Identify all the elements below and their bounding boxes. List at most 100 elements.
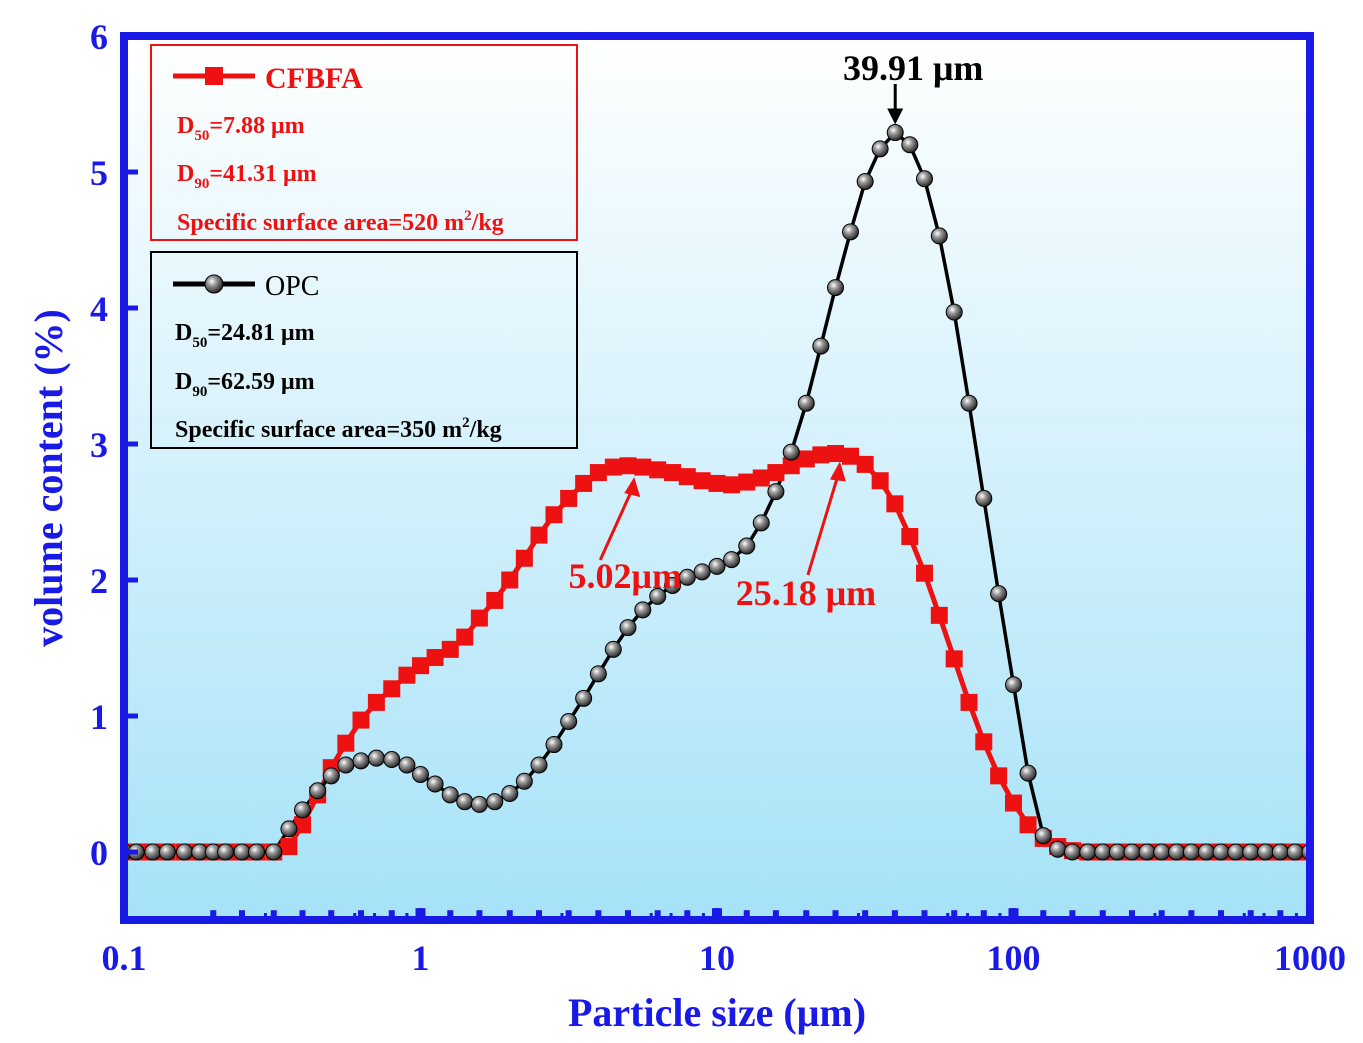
opc-point bbox=[412, 765, 429, 783]
x-tick-label: 1 bbox=[412, 938, 430, 978]
opc-point bbox=[265, 843, 283, 861]
opc-point bbox=[886, 124, 904, 142]
opc-point bbox=[812, 337, 830, 355]
cfbfa-point bbox=[767, 464, 785, 482]
opc-point bbox=[441, 786, 459, 804]
cfbfa-point bbox=[708, 474, 726, 492]
opc-point bbox=[916, 170, 934, 188]
baseline-marker bbox=[1069, 910, 1076, 917]
baseline-marker bbox=[238, 910, 245, 917]
y-tick-label: 4 bbox=[90, 289, 108, 329]
opc-point bbox=[841, 223, 859, 241]
opc-point bbox=[233, 843, 251, 861]
baseline-marker bbox=[654, 910, 661, 917]
cfbfa-point bbox=[530, 526, 548, 544]
cfbfa-point bbox=[367, 693, 385, 711]
peak-cfbfa-1-arrowhead bbox=[624, 477, 641, 498]
baseline-marker bbox=[1247, 910, 1254, 917]
peak-opc-label: 39.91 μm bbox=[843, 48, 983, 88]
opc-point bbox=[176, 843, 194, 861]
opc-point bbox=[501, 785, 519, 803]
cfbfa-point bbox=[280, 838, 298, 856]
x-tick-label: 1000 bbox=[1274, 938, 1346, 978]
cfbfa-point bbox=[930, 606, 948, 624]
opc-point bbox=[280, 820, 298, 838]
cfbfa-point bbox=[738, 473, 756, 491]
legend-opc-d50: D50=24.81 μm bbox=[175, 320, 315, 351]
baseline-marker bbox=[772, 910, 779, 917]
baseline-marker bbox=[565, 910, 572, 917]
cfbfa-point bbox=[723, 476, 741, 494]
baseline-marker bbox=[536, 910, 543, 917]
opc-point bbox=[337, 756, 355, 774]
cfbfa-point bbox=[604, 458, 622, 476]
x-tick-label: 0.1 bbox=[102, 938, 147, 978]
opc-point bbox=[248, 843, 266, 861]
opc-point bbox=[708, 557, 726, 575]
peak-cfbfa-2-label: 25.18 μm bbox=[736, 573, 876, 613]
opc-point bbox=[664, 576, 682, 594]
opc-point bbox=[367, 749, 385, 767]
opc-point bbox=[1063, 843, 1081, 861]
cfbfa-point bbox=[945, 650, 963, 668]
opc-point bbox=[486, 793, 504, 811]
legend-cfbfa-box bbox=[150, 44, 578, 241]
opc-point bbox=[767, 483, 785, 501]
cfbfa-point bbox=[990, 767, 1008, 785]
baseline-marker bbox=[358, 910, 365, 917]
legend-opc-label: OPC bbox=[265, 271, 319, 302]
cfbfa-point bbox=[782, 457, 800, 475]
cfbfa-point bbox=[649, 461, 667, 479]
legend-cfbfa-ssa: Specific surface area=520 m2/kg bbox=[177, 208, 504, 236]
opc-point bbox=[352, 752, 370, 770]
cfbfa-point bbox=[337, 734, 355, 752]
legend-cfbfa-label: CFBFA bbox=[265, 62, 363, 95]
opc-point bbox=[456, 793, 474, 811]
peak-opc-arrowhead bbox=[887, 108, 904, 125]
opc-point bbox=[723, 551, 741, 569]
opc-point bbox=[678, 568, 696, 586]
cfbfa-point bbox=[960, 693, 978, 711]
opc-point bbox=[1242, 843, 1260, 861]
cfbfa-point bbox=[383, 680, 401, 698]
opc-point bbox=[545, 736, 563, 754]
cfbfa-point bbox=[1005, 794, 1022, 812]
opc-point bbox=[901, 136, 919, 154]
opc-point bbox=[144, 843, 162, 861]
opc-point bbox=[383, 751, 401, 769]
opc-point bbox=[1019, 764, 1037, 782]
opc-point bbox=[1168, 843, 1186, 861]
opc-point bbox=[530, 756, 548, 774]
cfbfa-point bbox=[515, 549, 533, 567]
opc-point bbox=[1227, 843, 1245, 861]
opc-point bbox=[1034, 827, 1052, 845]
opc-point bbox=[634, 601, 652, 619]
baseline-marker bbox=[743, 910, 750, 917]
cfbfa-point bbox=[470, 609, 488, 627]
opc-point bbox=[1005, 676, 1022, 694]
opc-point bbox=[649, 587, 667, 605]
opc-point bbox=[604, 640, 622, 658]
opc-point bbox=[589, 665, 607, 683]
baseline-marker bbox=[270, 910, 277, 917]
opc-point bbox=[560, 712, 578, 730]
opc-point bbox=[1212, 843, 1230, 861]
opc-point bbox=[398, 756, 416, 774]
opc-point bbox=[1271, 843, 1289, 861]
peak-cfbfa-2-arrow bbox=[806, 475, 840, 576]
baseline-marker bbox=[1158, 910, 1165, 917]
opc-point bbox=[1123, 843, 1141, 861]
opc-point bbox=[1286, 843, 1304, 861]
opc-point bbox=[322, 767, 340, 785]
legend-cfbfa-d50: D50=7.88 μm bbox=[177, 113, 305, 144]
cfbfa-point bbox=[619, 457, 637, 475]
cfbfa-point bbox=[975, 733, 993, 751]
baseline-marker bbox=[951, 910, 958, 917]
baseline-marker bbox=[862, 910, 869, 917]
cfbfa-point bbox=[456, 628, 474, 646]
opc-point bbox=[158, 843, 176, 861]
cfbfa-point bbox=[901, 527, 919, 545]
cfbfa-point bbox=[545, 506, 563, 524]
opc-point bbox=[1197, 843, 1215, 861]
